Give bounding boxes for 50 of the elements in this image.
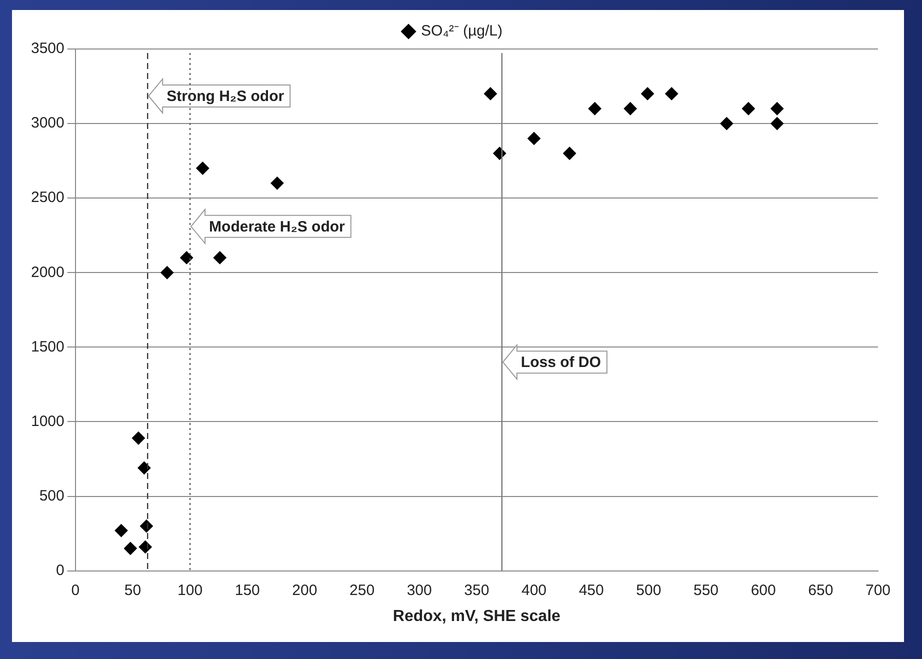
point — [720, 117, 734, 130]
y-tick-label: 0 — [56, 562, 64, 579]
y-tick-label: 3000 — [30, 114, 64, 132]
x-tick-label: 50 — [124, 582, 142, 599]
x-tick-label: 400 — [522, 582, 547, 599]
y-tick-label: 3500 — [30, 40, 64, 58]
y-tick-label: 2000 — [30, 264, 64, 281]
x-tick-label: 150 — [234, 582, 260, 599]
x-tick-label: 100 — [178, 582, 203, 599]
x-tick-label: 300 — [406, 582, 432, 599]
point — [180, 251, 194, 264]
x-tick-label: 600 — [750, 582, 776, 599]
point — [742, 102, 755, 116]
x-tick-label: 550 — [693, 582, 719, 599]
x-tick-label: 350 — [464, 582, 490, 599]
y-tick-label: 500 — [39, 487, 64, 504]
point — [160, 266, 174, 280]
point — [140, 520, 153, 533]
x-tick-label: 250 — [350, 582, 375, 599]
x-tick-label: 200 — [292, 582, 318, 599]
ref-line-label: Loss of DO — [520, 354, 602, 372]
point — [132, 432, 145, 445]
legend-label: SO₄²⁻ (µg/L) — [421, 22, 502, 40]
point — [563, 146, 576, 160]
x-tick-label: 0 — [71, 582, 80, 599]
x-tick-label: 700 — [865, 582, 891, 599]
ref-line-label: Strong H₂S odor — [166, 88, 284, 106]
point — [114, 524, 128, 538]
x-axis-title: Redox, mV, SHE scale — [392, 608, 561, 625]
point — [270, 176, 284, 190]
y-tick-label: 1500 — [30, 338, 64, 356]
point — [770, 102, 784, 116]
x-tick-label: 500 — [636, 582, 662, 599]
point — [770, 117, 784, 130]
point — [624, 102, 637, 116]
y-tick-label: 2500 — [30, 189, 64, 206]
x-tick-label: 450 — [578, 582, 604, 599]
point — [138, 540, 152, 554]
point — [528, 132, 541, 145]
x-tick-label: 650 — [808, 582, 834, 599]
point — [484, 87, 497, 100]
ref-line-label: Moderate H₂S odor — [209, 218, 346, 236]
point — [588, 102, 602, 116]
point — [138, 461, 151, 474]
point — [196, 162, 210, 175]
point — [124, 542, 137, 555]
y-tick-label: 1000 — [30, 412, 64, 430]
point — [665, 87, 678, 100]
point — [641, 87, 654, 100]
point — [213, 251, 226, 264]
